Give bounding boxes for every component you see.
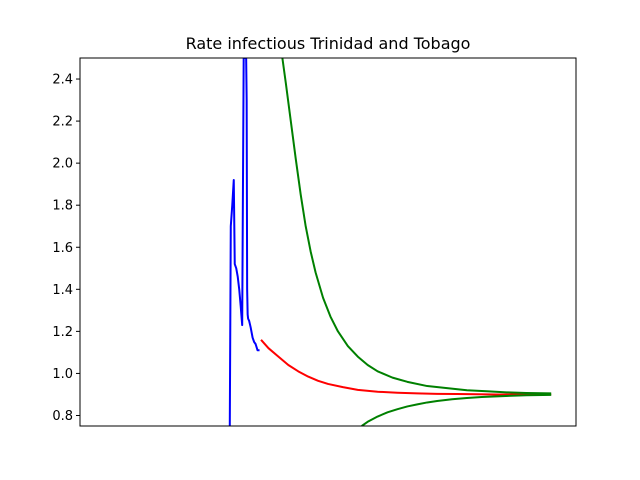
y-tick-label: 2.4 — [52, 73, 73, 88]
series-line-1 — [228, 58, 260, 426]
axes-frame — [79, 57, 577, 427]
chart-title: Rate infectious Trinidad and Tobago — [186, 34, 471, 53]
axes-layer: 0.8 1.0 1.2 1.4 1.6 1.8 2.0 2.2 2.4 — [52, 57, 577, 427]
series-layer — [228, 58, 552, 426]
y-tick-label: 1.4 — [52, 283, 73, 298]
series-line-4 — [361, 393, 552, 426]
y-tick-label: 1.8 — [52, 199, 73, 214]
y-tick-label: 0.8 — [52, 409, 73, 424]
y-tick-label: 2.0 — [52, 157, 73, 172]
y-tick-label: 1.0 — [52, 367, 73, 382]
y-tick-label: 2.2 — [52, 115, 73, 130]
series-line-2 — [260, 339, 552, 396]
series-line-3 — [281, 58, 552, 395]
y-tick-label: 1.2 — [52, 325, 73, 340]
y-tick-label: 1.6 — [52, 241, 73, 256]
